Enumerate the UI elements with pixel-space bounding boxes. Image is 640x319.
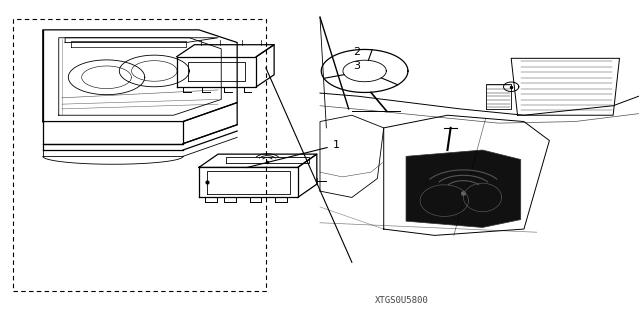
Text: 1: 1 [246, 140, 340, 168]
Text: 3: 3 [353, 61, 360, 71]
Text: 2: 2 [353, 47, 360, 57]
Text: XTGS0U5800: XTGS0U5800 [374, 296, 428, 305]
Polygon shape [406, 150, 521, 227]
